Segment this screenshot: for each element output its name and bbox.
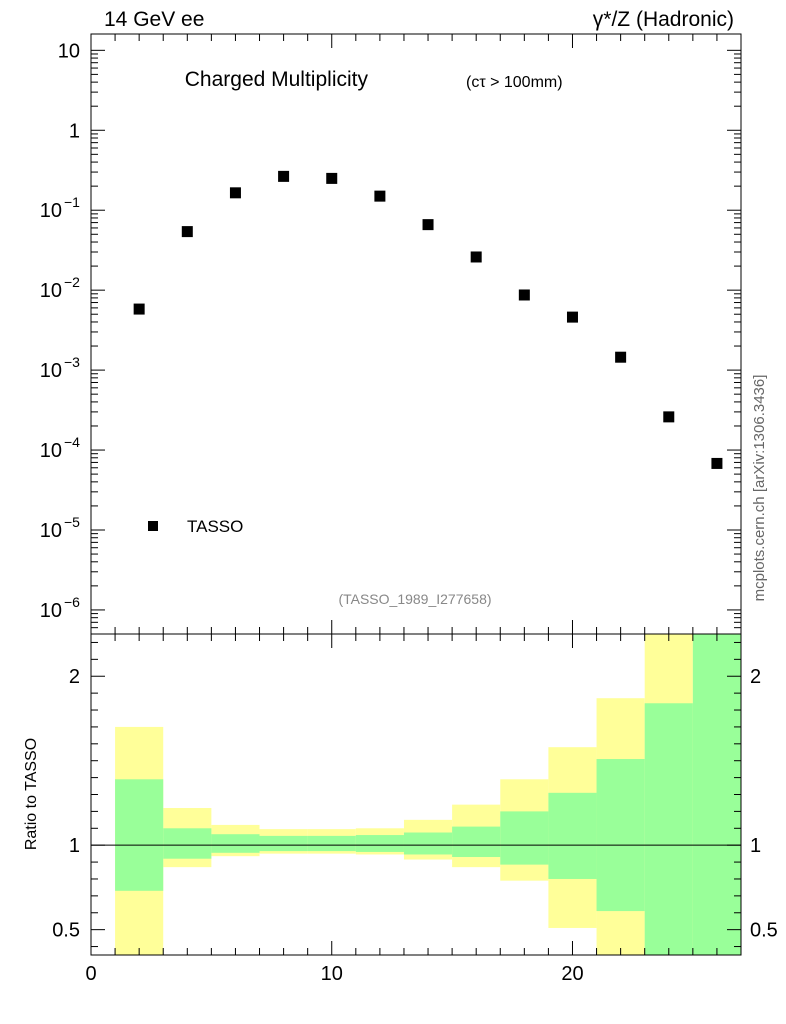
y-tick-label: 10	[40, 280, 62, 302]
x-tick-label: 10	[321, 963, 343, 985]
plot-title-suffix: (cτ > 100mm)	[466, 74, 563, 91]
data-point	[711, 457, 723, 469]
data-point	[566, 311, 578, 323]
inner-uncertainty-band	[211, 834, 260, 853]
y-tick-exponent: −3	[64, 354, 80, 370]
data-point	[470, 251, 482, 263]
y-tick-label: 10	[40, 440, 62, 462]
y-tick-label: 10	[40, 360, 62, 382]
data-point	[615, 351, 627, 363]
y-tick-label: 10	[40, 200, 62, 222]
data-point	[663, 411, 675, 423]
inner-uncertainty-band	[403, 832, 453, 855]
data-point	[326, 172, 338, 184]
y-tick-label: 1	[69, 120, 80, 142]
ratio-y-label: Ratio to TASSO	[23, 738, 40, 850]
inner-uncertainty-band	[692, 634, 741, 955]
inner-uncertainty-band	[548, 792, 597, 879]
ratio-y-tick-label-right: 2	[750, 666, 761, 688]
y-tick-exponent: −4	[64, 434, 80, 450]
x-tick-label: 20	[561, 963, 583, 985]
y-tick-label: 10	[40, 520, 62, 542]
header-right: γ*/Z (Hadronic)	[592, 8, 734, 31]
y-tick-exponent: −2	[64, 274, 80, 290]
inner-uncertainty-band	[307, 835, 356, 852]
ratio-bands	[115, 634, 741, 955]
data-point	[278, 170, 290, 182]
data-point	[133, 303, 145, 315]
ratio-y-tick-label-right: 1	[750, 835, 761, 857]
inner-uncertainty-band	[452, 826, 501, 858]
ratio-axes: 0.5 0.51 12 20 10 20	[52, 634, 778, 985]
data-point	[181, 226, 193, 238]
inner-uncertainty-band	[163, 828, 212, 859]
data-points	[133, 170, 723, 469]
main-plot-frame	[90, 33, 742, 635]
legend-label: TASSO	[187, 517, 243, 536]
y-tick-exponent: −1	[64, 194, 80, 210]
ratio-plot: 0.5 0.51 12 20 10 20 Ratio to TASSO	[23, 633, 778, 985]
inner-uncertainty-band	[259, 835, 308, 852]
ratio-y-tick-label-right: 0.5	[750, 920, 778, 942]
y-tick-label: 10	[40, 600, 62, 622]
data-point	[422, 219, 434, 231]
y-tick-label: 10	[58, 40, 80, 62]
ratio-y-tick-label: 1	[69, 835, 80, 857]
mcplots-credit: mcplots.cern.ch [arXiv:1306.3436]	[751, 375, 768, 602]
header-left: 14 GeV ee	[104, 8, 205, 31]
inner-uncertainty-band	[115, 779, 164, 891]
inner-uncertainty-band	[596, 759, 645, 912]
plot-title: Charged Multiplicity	[185, 68, 369, 91]
ratio-y-tick-label: 2	[69, 666, 80, 688]
legend-marker	[148, 521, 158, 531]
data-point	[374, 190, 386, 202]
y-tick-exponent: −5	[64, 514, 80, 530]
data-point	[518, 289, 530, 301]
y-tick-exponent: −6	[64, 594, 80, 610]
inner-uncertainty-band	[500, 811, 549, 865]
inner-uncertainty-band	[644, 703, 693, 955]
reference-label: (TASSO_1989_I277658)	[338, 591, 491, 607]
ratio-y-tick-label: 0.5	[52, 920, 80, 942]
x-tick-label: 0	[85, 963, 96, 985]
inner-uncertainty-band	[355, 835, 404, 852]
data-point	[229, 187, 241, 199]
